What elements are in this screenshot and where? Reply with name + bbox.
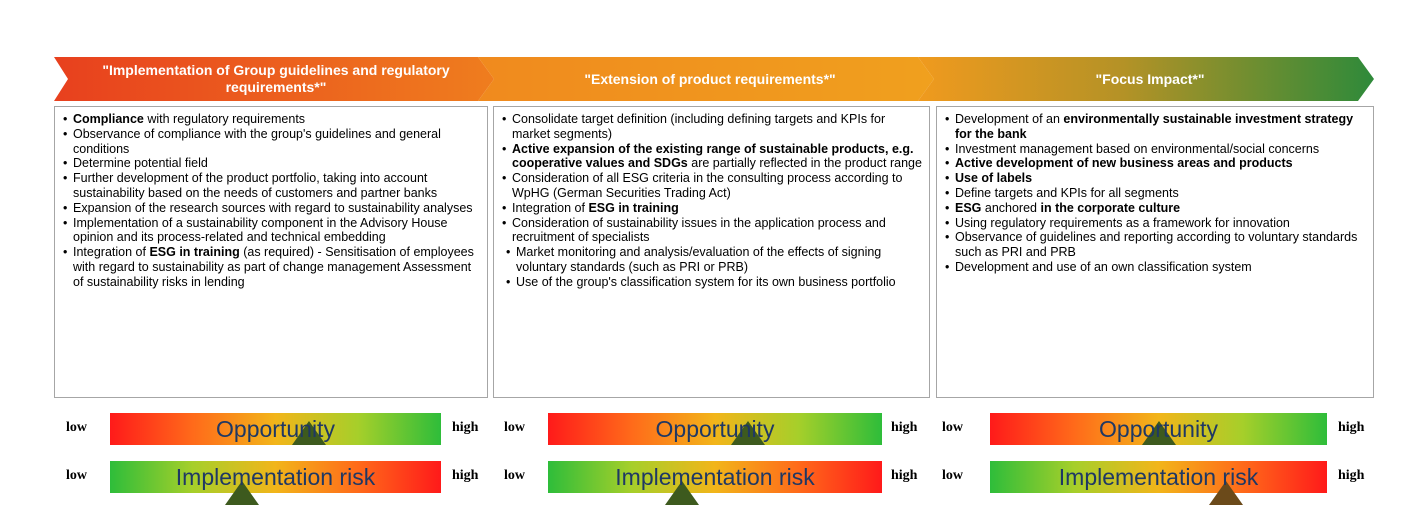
list-item-text: Active expansion of the existing range o… (512, 141, 914, 171)
scale-low-label: low (66, 420, 87, 435)
list-item-text: Implementation of a sustainability compo… (73, 215, 448, 245)
list-item: Observance of guidelines and reporting a… (945, 230, 1367, 260)
list-item-text: Expansion of the research sources with r… (73, 200, 473, 215)
list-item-text: Further development of the product portf… (73, 171, 438, 200)
list-item-text: Development and use of an own classifica… (955, 259, 1252, 274)
list-item-text: Consolidate target definition (including… (512, 112, 886, 141)
scale-high-label: high (1338, 468, 1365, 483)
scale-high-label: high (452, 468, 479, 483)
list-item: Integration of ESG in training (as requi… (63, 245, 481, 289)
list-item: Consideration of all ESG criteria in the… (502, 171, 923, 201)
risk-label: Implementation risk (175, 463, 376, 490)
scale-high-label: high (1338, 420, 1365, 435)
list-item-text: Development of an (955, 112, 1064, 126)
list-item: Define targets and KPIs for all segments (945, 186, 1367, 201)
risk-bar-3: Implementation risk (990, 461, 1327, 505)
list-item-text: Define targets and KPIs for all segments (955, 185, 1179, 200)
list-item: Using regulatory requirements as a frame… (945, 216, 1367, 231)
list-item: Development of an environmentally sustai… (945, 112, 1367, 142)
list-item: Observance of compliance with the group'… (63, 127, 481, 157)
list-item-text: ESG in training (588, 200, 679, 215)
list-item-text: anchored (981, 200, 1041, 215)
risk-label: Implementation risk (1058, 463, 1259, 490)
phase-box-1: Compliance with regulatory requirementsO… (54, 106, 488, 398)
list-item-text: Observance of compliance with the group'… (73, 126, 441, 156)
phase-arrows (54, 57, 1374, 101)
scale-low-label: low (942, 468, 963, 483)
scale-low-label: low (504, 420, 525, 435)
list-item: Expansion of the research sources with r… (63, 201, 481, 216)
opportunity-bar-3: Opportunity (990, 413, 1327, 445)
list-item: Consideration of sustainability issues i… (502, 216, 923, 246)
list-item-text: Market monitoring and analysis/evaluatio… (516, 245, 882, 274)
list-item: Integration of ESG in training (502, 201, 923, 216)
list-item-text: Active development of new business areas… (955, 156, 1293, 171)
opportunity-label: Opportunity (216, 415, 335, 442)
opportunity-bar-1: Opportunity (110, 413, 441, 445)
list-item: Use of the group's classification system… (502, 275, 923, 290)
opportunity-label: Opportunity (1099, 415, 1218, 442)
list-item: Active development of new business areas… (945, 156, 1367, 171)
list-item: Determine potential field (63, 156, 481, 171)
list-item: Implementation of a sustainability compo… (63, 216, 481, 246)
list-item-text: Investment management based on environme… (955, 141, 1320, 156)
risk-bar-1: Implementation risk (110, 461, 441, 505)
list-item: Development and use of an own classifica… (945, 260, 1367, 275)
list-item-text: are partially reflected in the product r… (687, 156, 922, 171)
list-item-text: with regulatory requirements (143, 112, 306, 126)
list-item-text: in the corporate culture (1040, 200, 1181, 215)
list-item: ESG anchored in the corporate culture (945, 201, 1367, 216)
list-item: Active expansion of the existing range o… (502, 142, 923, 172)
scale-high-label: high (891, 468, 918, 483)
scale-high-label: high (891, 420, 918, 435)
phase-list-3: Development of an environmentally sustai… (945, 112, 1367, 275)
scale-high-label: high (452, 420, 479, 435)
list-item-text: (as required) - Sensitisation of employe… (73, 245, 474, 289)
phase-box-3: Development of an environmentally sustai… (936, 106, 1374, 398)
scale-low-label: low (66, 468, 87, 483)
list-item-text: Using regulatory requirements as a frame… (955, 215, 1290, 230)
phase-arrow-2 (478, 57, 934, 101)
phase-title-2: "Extension of product requirements*" (584, 70, 836, 87)
list-item: Consolidate target definition (including… (502, 112, 923, 142)
list-item-text: Integration of (512, 200, 589, 215)
phase-title-1: "Implementation of Group guidelines and … (102, 62, 450, 95)
list-item: Market monitoring and analysis/evaluatio… (502, 245, 923, 275)
risk-label: Implementation risk (615, 463, 815, 490)
list-item-text: Use of the group's classification system… (516, 274, 896, 289)
list-item-text: Determine potential field (73, 156, 208, 171)
opportunity-level-marker (731, 421, 766, 445)
phase-list-2: Consolidate target definition (including… (502, 112, 923, 290)
list-item-text: environmentally sustainable investment s… (955, 112, 1354, 141)
risk-bar-2: Implementation risk (548, 461, 882, 505)
list-item: Compliance with regulatory requirements (63, 112, 481, 127)
list-item: Use of labels (945, 171, 1367, 186)
phase-box-2: Consolidate target definition (including… (493, 106, 930, 398)
list-item-text: Consideration of all ESG criteria in the… (512, 171, 903, 200)
phase-arrow-3 (918, 57, 1374, 101)
list-item-text: Use of labels (955, 171, 1033, 186)
scale-low-label: low (942, 420, 963, 435)
list-item: Investment management based on environme… (945, 142, 1367, 157)
opportunity-level-marker (1141, 421, 1176, 445)
phase-title-3: "Focus Impact*" (1095, 70, 1205, 87)
list-item-text: Consideration of sustainability issues i… (512, 215, 886, 245)
opportunity-level-marker (291, 421, 326, 445)
list-item-text: Integration of (73, 245, 150, 260)
list-item-text: ESG in training (149, 245, 240, 260)
list-item-text: Observance of guidelines and reporting a… (955, 230, 1358, 260)
opportunity-label: Opportunity (655, 415, 775, 442)
scale-low-label: low (504, 468, 525, 483)
list-item-text: ESG (955, 200, 982, 215)
opportunity-bar-2: Opportunity (548, 413, 882, 445)
list-item-text: Compliance (73, 112, 144, 126)
phase-list-1: Compliance with regulatory requirementsO… (63, 112, 481, 290)
phase-arrow-1 (54, 57, 494, 101)
list-item: Further development of the product portf… (63, 171, 481, 201)
